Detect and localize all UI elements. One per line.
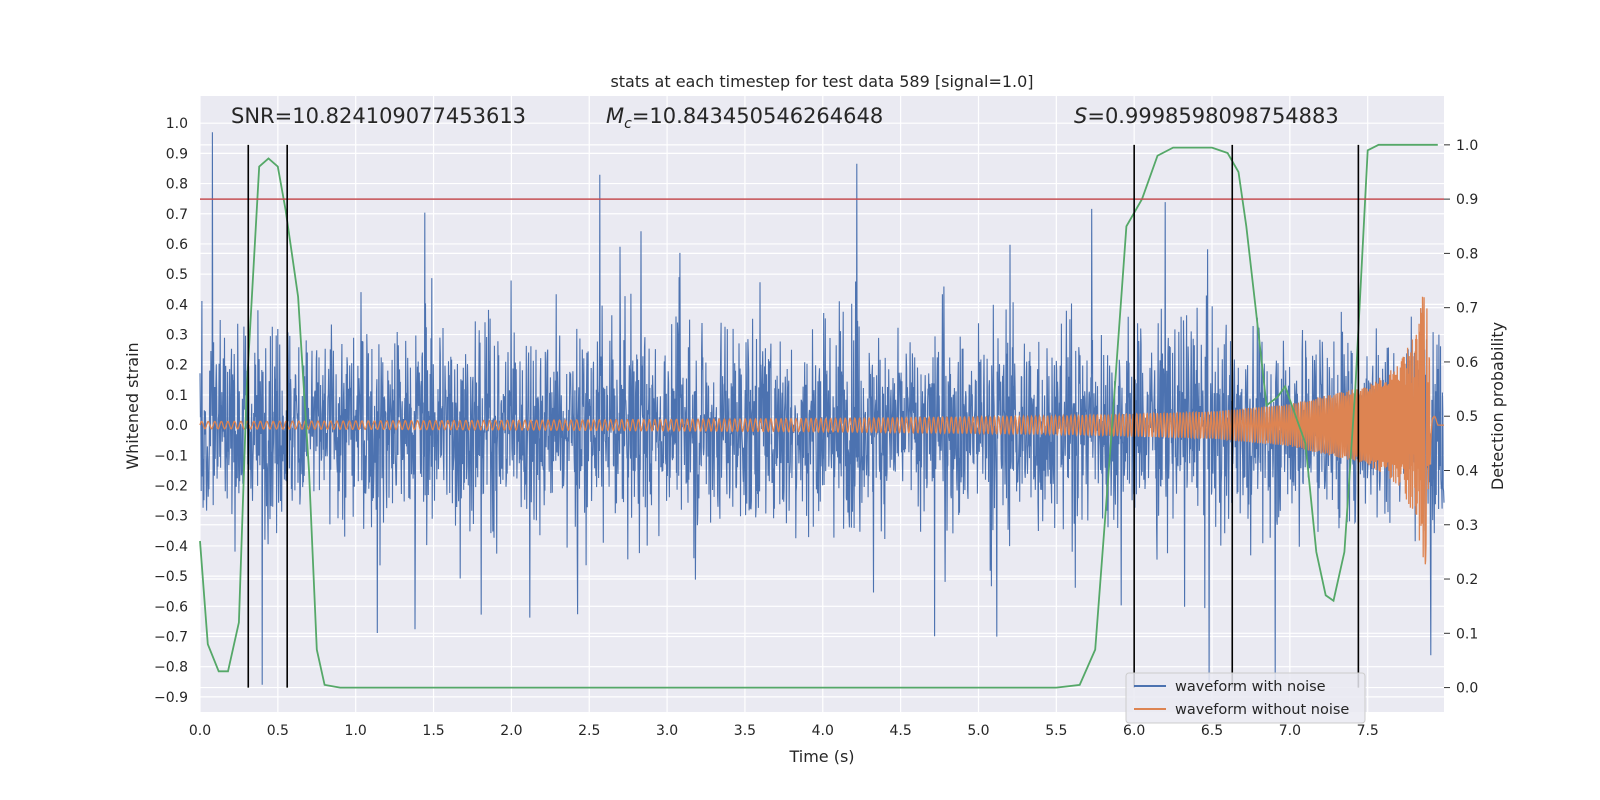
y-tick-label: −0.1 [154, 448, 188, 464]
y-tick-label: 0.7 [166, 207, 188, 223]
x-tick-label: 7.0 [1279, 723, 1301, 739]
legend-label-noisy: waveform with noise [1175, 679, 1326, 695]
y-tick-label: 1.0 [166, 116, 188, 132]
x-tick-label: 6.5 [1201, 723, 1223, 739]
y-right-tick-label: 0.7 [1456, 301, 1478, 317]
y-right-tick-label: 0.2 [1456, 572, 1478, 588]
y-right-tick-label: 0.9 [1456, 192, 1478, 208]
s-annotation: S=0.9998598098754883 [1074, 104, 1339, 128]
legend: waveform with noise waveform without noi… [1125, 672, 1366, 724]
legend-label-clean: waveform without noise [1175, 702, 1349, 718]
series-waveform-without-noise [199, 296, 1444, 565]
x-tick-label: 7.5 [1357, 723, 1379, 739]
x-tick-label: 5.0 [967, 723, 989, 739]
y-right-tick-label: 0.5 [1456, 409, 1478, 425]
y-tick-label: −0.5 [154, 569, 188, 585]
clean-waveform-line [199, 296, 1444, 565]
y-tick-label: −0.9 [154, 690, 188, 706]
x-tick-label: 5.5 [1045, 723, 1067, 739]
y-tick-label: 0.1 [166, 388, 188, 404]
y-tick-label: 0.8 [166, 177, 188, 193]
y-right-tick-label: 0.1 [1456, 626, 1478, 642]
y-tick-label: 0.2 [166, 358, 188, 374]
y-tick-label: −0.3 [154, 509, 188, 525]
y-tick-label: −0.8 [154, 660, 188, 676]
y-ticks-left: 1.0 0.9 0.8 0.7 0.6 0.5 0.4 0.3 0.2 0.1 0.0 −0.1 −0.… [154, 116, 188, 706]
x-tick-label: 2.5 [578, 723, 600, 739]
y-tick-label: −0.2 [154, 479, 188, 495]
x-tick-label: 0.5 [267, 723, 289, 739]
y-tick-label: 0.0 [166, 418, 188, 434]
x-tick-label: 4.0 [812, 723, 834, 739]
x-tick-label: 3.5 [734, 723, 756, 739]
series-detection-probability [199, 143, 1438, 689]
y-tick-label: −0.7 [154, 630, 188, 646]
x-axis-label: Time (s) [788, 747, 854, 766]
y-axis-label-left: Whitened strain [123, 342, 142, 469]
x-tick-label: 1.5 [422, 723, 444, 739]
legend-frame [1125, 672, 1366, 724]
x-tick-label: 4.5 [889, 723, 911, 739]
x-tick-label: 2.0 [500, 723, 522, 739]
y-right-tick-label: 0.6 [1456, 355, 1478, 371]
y-right-tick-label: 0.3 [1456, 518, 1478, 534]
y-tick-label: −0.4 [154, 539, 188, 555]
y-tick-label: 0.4 [166, 297, 188, 313]
y-tick-label: 0.3 [166, 328, 188, 344]
y-ticks-right: 1.0 0.9 0.8 0.7 0.6 0.5 0.4 0.3 0.2 0.1 0.0 [1444, 138, 1478, 697]
y-tick-label: 0.6 [166, 237, 188, 253]
y-tick-label: −0.6 [154, 599, 188, 615]
chart-title: stats at each timestep for test data 589… [610, 72, 1033, 91]
x-tick-label: 1.0 [345, 723, 367, 739]
x-tick-label: 6.0 [1123, 723, 1145, 739]
y-right-tick-label: 0.0 [1456, 681, 1478, 697]
probability-line [199, 143, 1438, 689]
x-tick-label: 3.0 [656, 723, 678, 739]
chirp-mass-annotation: Mc=10.843450546264648 [606, 104, 883, 132]
x-tick-label: 0.0 [189, 723, 211, 739]
y-right-tick-label: 1.0 [1456, 138, 1478, 154]
snr-annotation: SNR=10.824109077453613 [231, 104, 526, 128]
y-tick-label: 0.5 [166, 267, 188, 283]
y-tick-label: 0.9 [166, 146, 188, 162]
y-right-tick-label: 0.4 [1456, 463, 1478, 479]
x-ticks: 0.0 0.5 1.0 1.5 2.0 2.5 3.0 3.5 4.0 4.5 5.0 5.5 6.0 6… [189, 723, 1379, 739]
y-axis-label-right: Detection probability [1488, 322, 1507, 490]
y-right-tick-label: 0.8 [1456, 246, 1478, 262]
detection-markers [200, 144, 1444, 688]
